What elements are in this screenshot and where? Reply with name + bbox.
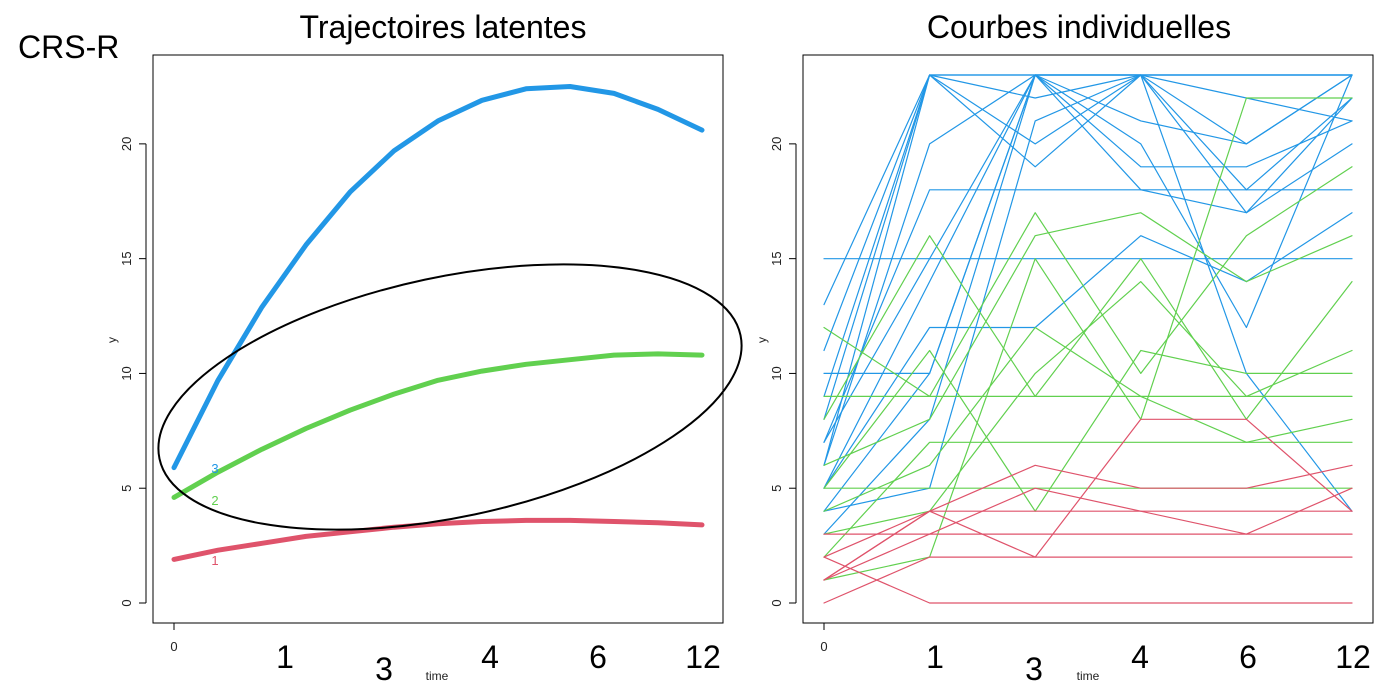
y-axis-left: 0 5 10 15 20	[119, 137, 147, 607]
y-tick-label: 20	[119, 137, 134, 151]
x-axis-left: 0 1 3 4 6 12	[170, 623, 721, 687]
x-axis-label-right: time	[1077, 669, 1100, 683]
individual-curve-line	[823, 74, 1353, 535]
y-tick-label: 0	[769, 599, 784, 606]
x-axis-label-left: time	[426, 669, 449, 683]
time-label: 6	[1239, 639, 1257, 675]
y-axis-label-right: y	[755, 337, 769, 343]
time-label: 4	[1131, 639, 1149, 675]
time-label: 1	[926, 639, 944, 675]
x-tick-label: 0	[820, 639, 827, 654]
individual-curve-line	[823, 464, 1353, 581]
individual-curve-line	[823, 487, 1353, 581]
time-label: 6	[589, 639, 607, 675]
y-axis-right: 0 5 10 15 20	[769, 137, 797, 607]
individual-curve-line	[823, 189, 1353, 443]
panel-individual-curves: 0 5 10 15 20 y time 0 1 3 4 6 12	[755, 54, 1374, 687]
series-group-left	[171, 84, 705, 562]
individual-curve-line	[823, 212, 1353, 489]
chart-title-right: Courbes individuelles	[927, 9, 1231, 45]
individual-curve-line	[823, 166, 1353, 397]
individual-curve-line	[823, 418, 1353, 558]
individual-curve-line	[823, 74, 1353, 352]
chart-title-left: Trajectoires latentes	[300, 9, 587, 45]
plot-frame-left	[152, 54, 724, 624]
series-label: 1	[211, 553, 218, 568]
y-tick-label: 5	[769, 485, 784, 492]
latent-trajectory-line	[171, 517, 705, 562]
y-tick-label: 15	[119, 251, 134, 265]
time-label: 12	[685, 639, 721, 675]
individual-curve-line	[823, 349, 1353, 512]
y-tick-label: 0	[119, 599, 134, 606]
series-group-right	[823, 74, 1353, 604]
individual-curve-line	[823, 326, 1353, 512]
individual-curve-line	[823, 556, 1353, 604]
y-tick-label: 15	[769, 251, 784, 265]
highlight-ellipse	[157, 263, 743, 531]
individual-curve-line	[823, 97, 1353, 581]
time-label: 3	[375, 651, 393, 687]
time-label: 4	[481, 639, 499, 675]
individual-curve-line	[823, 212, 1353, 466]
y-tick-label: 10	[769, 366, 784, 380]
time-label: 1	[276, 639, 294, 675]
series-label: 2	[211, 493, 218, 508]
y-tick-label: 20	[769, 137, 784, 151]
individual-curve-line	[823, 441, 1353, 558]
time-label: 12	[1335, 639, 1371, 675]
y-tick-label: 5	[119, 485, 134, 492]
y-tick-label: 10	[119, 366, 134, 380]
series-labels-left: 1 2 3	[211, 461, 218, 568]
x-tick-label: 0	[170, 639, 177, 654]
y-axis-label-left: y	[105, 337, 119, 343]
individual-curve-line	[823, 556, 1353, 604]
time-label: 3	[1025, 651, 1043, 687]
individual-curve-line	[823, 74, 1353, 489]
individual-curve-line	[823, 74, 1353, 466]
individual-curve-line	[823, 74, 1353, 397]
individual-curve-line	[823, 281, 1353, 535]
x-axis-right: 0 1 3 4 6 12	[820, 623, 1371, 687]
series-label: 3	[211, 461, 218, 476]
plot-frame-right	[802, 54, 1374, 624]
latent-trajectory-line	[171, 351, 705, 500]
page-label: CRS-R	[18, 29, 119, 65]
latent-trajectory-line	[171, 84, 705, 471]
